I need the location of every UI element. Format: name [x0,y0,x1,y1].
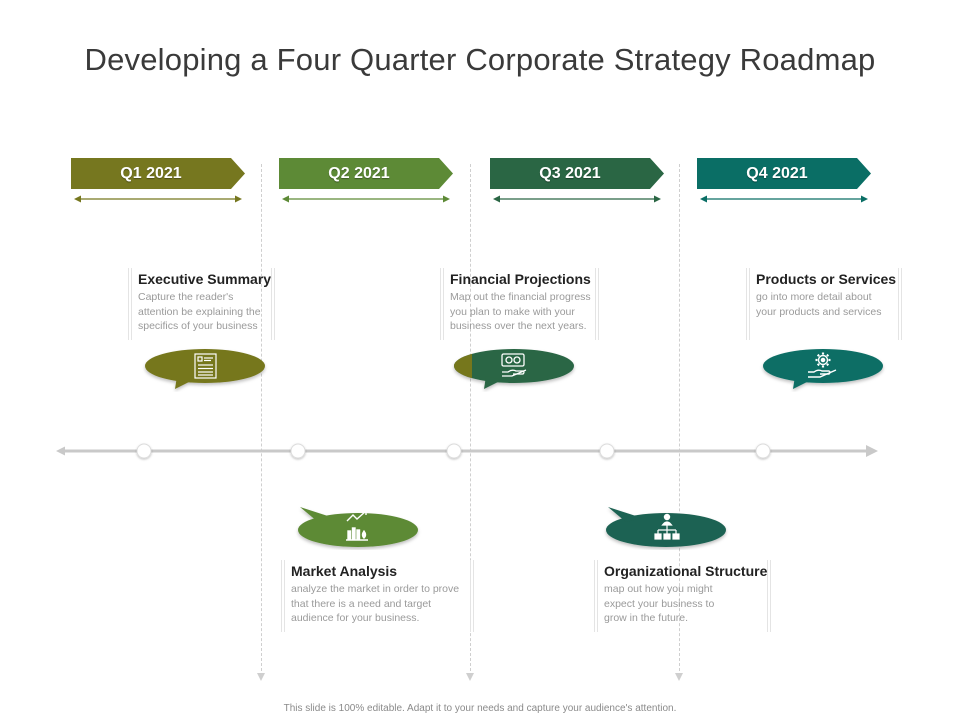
document-list-icon [194,353,217,379]
milestone-heading: Organizational Structure [604,563,768,579]
quarter-q3-range-arrow [493,195,661,203]
bar-chart-growth-icon [346,510,368,541]
quarter-q2-range-arrow [282,195,450,203]
executive-summary-bubble [141,346,271,392]
milestone-description: map out how you might expect your busine… [604,582,774,626]
description-line: map out how you might [604,583,713,595]
footer-note: This slide is 100% editable. Adapt it to… [283,703,677,714]
milestone-description: Capture the reader's attention be explai… [138,290,278,334]
description-line: audience for your business. [291,612,420,624]
quarter-q2-label: Q2 2021 [279,158,453,189]
divider-q1-q2-arrow [257,673,265,681]
description-line: go into more detail about [756,291,872,303]
page-title: Developing a Four Quarter Corporate Stra… [84,42,876,77]
timeline-milestone-dot [599,443,615,459]
milestone-heading: Products or Services [756,271,897,287]
timeline-milestone-dot [290,443,306,459]
description-line: grow in the future. [604,612,689,624]
card-bar-left [281,560,285,632]
card-bar-right [898,268,902,340]
card-bar-left [128,268,132,340]
description-line: specifics of your business [138,320,258,332]
milestone-financial-projections: Financial Projections Map out the financ… [440,268,602,340]
milestone-products-or-services: Products or Services go into more detail… [746,268,906,340]
description-line: Capture the reader's [138,291,234,303]
card-bar-right [271,268,275,340]
card-bar-left [746,268,750,340]
organizational-structure-bubble [602,504,732,550]
quarter-q1-label: Q1 2021 [71,158,245,189]
description-line: business over the next years. [450,320,587,332]
divider-q3-q4 [679,164,680,676]
description-line: that there is a need and target [291,597,432,610]
milestone-market-analysis: Market Analysis analyze the market in or… [281,560,477,632]
quarter-q1-range-arrow [74,195,242,203]
card-bar-right [767,560,771,632]
money-hand-icon [501,353,527,377]
timeline-milestone-dot [446,443,462,459]
milestone-heading: Executive Summary [138,271,272,287]
gear-hand-icon [808,352,837,378]
milestone-description: Map out the financial progress you plan … [450,290,602,334]
milestone-description: analyze the market in order to prove tha… [291,582,477,626]
divider-q3-q4-arrow [675,673,683,681]
card-bar-right [470,560,474,632]
timeline-arrow [56,443,878,459]
milestone-description: go into more detail about your products … [756,290,906,319]
timeline-milestone-dot [136,443,152,459]
quarter-q4-range-arrow [700,195,868,203]
description-line: Map out the financial progress [450,291,591,303]
description-line: your products and services [756,305,882,318]
milestone-heading: Market Analysis [291,563,398,579]
card-bar-left [440,268,444,340]
card-bar-left [594,560,598,632]
org-chart-icon [654,513,680,540]
divider-q2-q3-arrow [466,673,474,681]
products-or-services-bubble [759,346,889,392]
description-line: you plan to make with your [450,305,575,318]
timeline-milestone-dot [755,443,771,459]
divider-q1-q2 [261,164,262,676]
divider-q2-q3 [470,164,471,676]
milestone-organizational-structure: Organizational Structure map out how you… [594,560,774,632]
card-bar-right [595,268,599,340]
milestone-heading: Financial Projections [450,271,591,287]
quarter-q4-label: Q4 2021 [697,158,871,189]
milestone-executive-summary: Executive Summary Capture the reader's a… [128,268,278,340]
description-line: attention be explaining the [138,305,261,318]
description-line: expect your business to [604,597,715,610]
quarter-q3-label: Q3 2021 [490,158,664,189]
description-line: analyze the market in order to prove [291,583,460,595]
financial-projections-bubble [450,346,580,392]
market-analysis-bubble [294,504,424,550]
